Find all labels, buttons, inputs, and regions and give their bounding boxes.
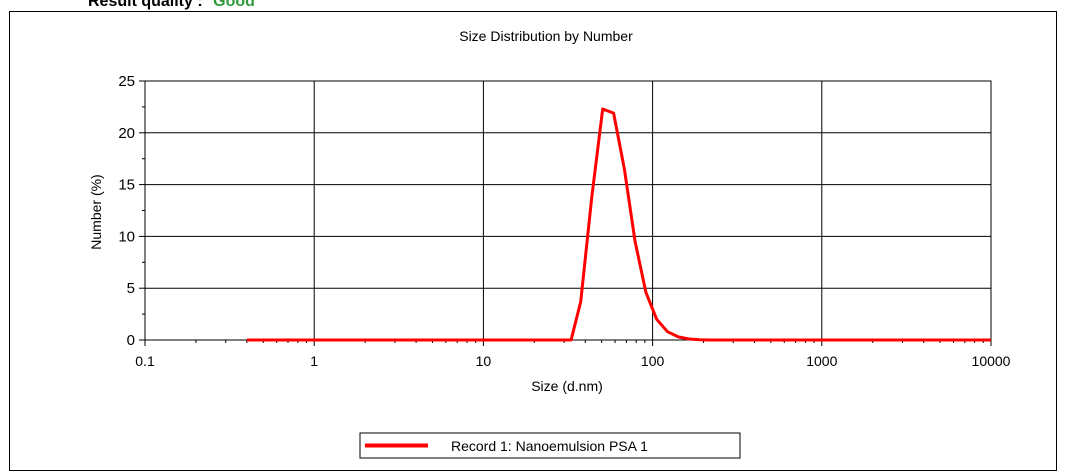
y-tick-label: 5 — [127, 280, 135, 297]
x-tick-label: 10 — [476, 353, 492, 369]
y-tick-label: 20 — [118, 125, 135, 142]
result-quality-line: Result quality : Good — [88, 0, 255, 11]
x-tick-label: 1000 — [806, 353, 837, 369]
grid-lines — [144, 80, 992, 341]
legend-box — [359, 432, 741, 459]
y-tick-label: 10 — [118, 228, 135, 245]
series-layer — [246, 107, 991, 342]
y-tick-label: 0 — [127, 332, 135, 349]
series-line — [246, 107, 991, 342]
chart-title: Size Distribution by Number — [459, 28, 633, 44]
legend-label: Record 1: Nanoemulsion PSA 1 — [451, 438, 648, 454]
x-axis-label: Size (d.nm) — [531, 378, 603, 394]
legend: Record 1: Nanoemulsion PSA 1 — [359, 432, 741, 459]
result-quality-value: Good — [213, 0, 255, 10]
result-quality-label: Result quality : — [88, 0, 203, 10]
y-tick-label: 15 — [118, 177, 135, 194]
y-tick-label: 25 — [118, 73, 135, 90]
y-axis-label: Number (%) — [88, 174, 104, 249]
x-tick-label: 1 — [310, 353, 318, 369]
x-tick-label: 0.1 — [135, 353, 155, 369]
axis-ticks: 0.1 1 10 100 1000 10000 0 5 10 15 20 25 — [118, 73, 1010, 369]
x-tick-label: 10000 — [972, 353, 1011, 369]
plot-border — [144, 80, 992, 341]
x-tick-label: 100 — [641, 353, 665, 369]
